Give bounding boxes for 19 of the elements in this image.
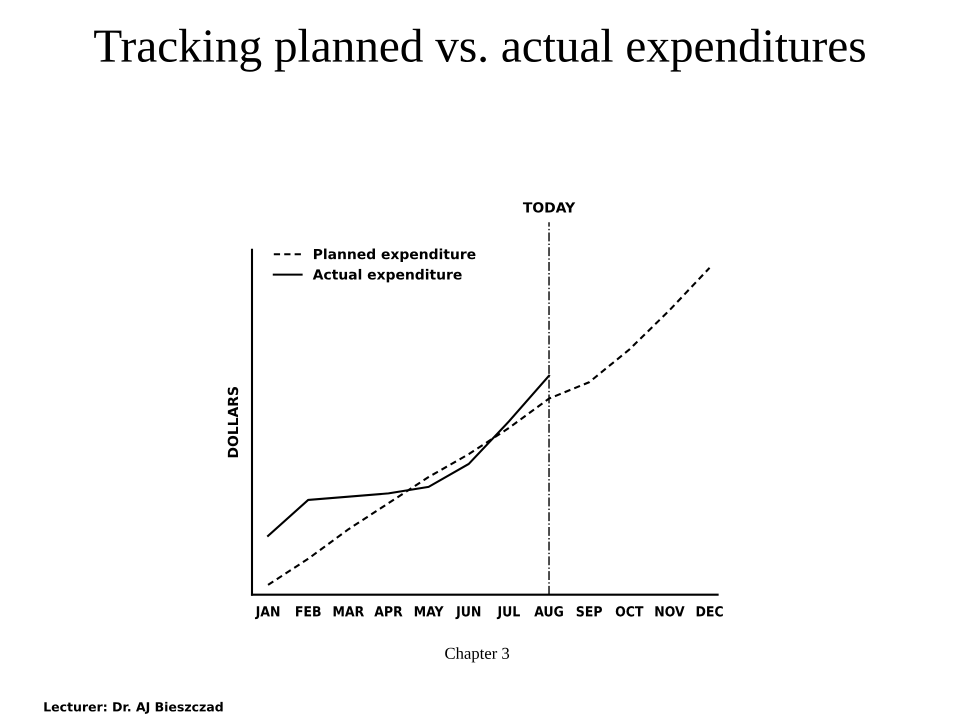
x-tick-label: OCT (616, 606, 644, 617)
legend-label: Planned expenditure (314, 248, 476, 262)
x-tick-label: MAR (334, 606, 364, 616)
x-tick-label: DEC (696, 606, 723, 617)
text: Chapter 3 (445, 647, 510, 662)
x-tick-label: FEB (296, 606, 321, 616)
ref-line-label: TODAY (522, 202, 576, 213)
x-tick-label: MAY (414, 606, 444, 616)
text: Lecturer: Dr. AJ Bieszczad (44, 702, 223, 714)
legend-label: Actual expenditure (312, 268, 462, 282)
chart-title: Tracking planned vs. actual expenditures (94, 28, 865, 72)
x-tick-label: JUL (496, 606, 520, 620)
x-tick-label: APR (374, 606, 402, 616)
y-axis-title: DOLLARS (228, 387, 238, 458)
x-tick-label: JUN (455, 606, 480, 620)
x-tick-label: JAN (254, 606, 280, 620)
x-tick-label: AUG (534, 606, 563, 617)
x-tick-label: NOV (655, 606, 685, 617)
x-tick-label: SEP (576, 606, 602, 617)
